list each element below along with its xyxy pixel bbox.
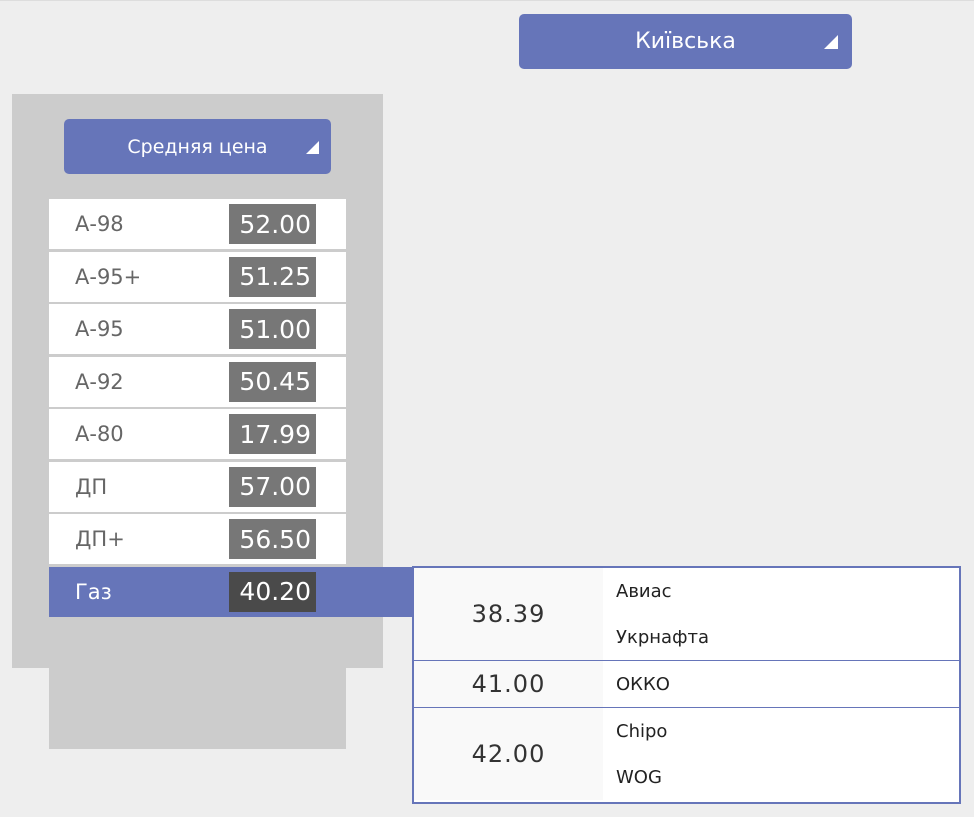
price-mode-select[interactable]: Средняя цена: [64, 119, 331, 174]
fuel-name: А-95: [75, 317, 124, 341]
fuel-row[interactable]: Газ 40.20: [49, 566, 413, 617]
dropdown-triangle-icon: [306, 140, 319, 154]
fuel-name: А-95+: [75, 264, 142, 289]
fuel-name: Газ: [75, 579, 112, 604]
station-price: 42.00: [414, 708, 603, 800]
fuel-name: ДП: [75, 474, 108, 499]
station-name: Авиас: [616, 580, 672, 602]
dropdown-triangle-icon: [824, 34, 838, 49]
fuel-price: 40.20: [229, 571, 316, 612]
fuel-row[interactable]: А-95+ 51.25: [49, 251, 346, 302]
fuel-price: 57.00: [229, 466, 316, 507]
fuel-price: 17.99: [229, 414, 316, 454]
fuel-price: 50.45: [229, 361, 316, 402]
fuel-price: 51.00: [229, 309, 316, 349]
fuel-row[interactable]: А-98 52.00: [49, 199, 346, 249]
price-group: 42.00 Chipo WOG: [414, 708, 959, 800]
fuel-row[interactable]: А-92 50.45: [49, 356, 346, 407]
fuel-row[interactable]: ДП+ 56.50: [49, 514, 346, 564]
region-select[interactable]: Київська: [519, 14, 852, 69]
fuel-name: А-80: [75, 422, 124, 446]
fuel-row[interactable]: А-80 17.99: [49, 409, 346, 459]
station-name: Укрнафта: [616, 626, 709, 648]
fuel-name: ДП+: [75, 527, 125, 551]
station-prices-popup: 38.39 Авиас Укрнафта 41.00 ОККО 42.00 Chipo WOG: [412, 566, 961, 804]
price-group: 41.00 ОККО: [414, 661, 959, 708]
station-price: 38.39: [414, 568, 603, 660]
price-group: 38.39 Авиас Укрнафта: [414, 568, 959, 661]
fuel-name: А-98: [75, 212, 124, 236]
fuel-row[interactable]: А-95 51.00: [49, 304, 346, 354]
station-name: ОККО: [616, 673, 670, 695]
station-name: Chipo: [616, 720, 668, 742]
fuel-name: А-92: [75, 369, 124, 394]
station-price: 41.00: [414, 661, 603, 707]
region-select-value: Київська: [635, 29, 736, 54]
station-name: WOG: [616, 766, 662, 788]
fuel-price: 51.25: [229, 256, 316, 297]
fuel-price: 52.00: [229, 204, 316, 244]
fuel-panel-extension: [49, 668, 346, 749]
price-mode-value: Средняя цена: [127, 135, 268, 158]
fuel-price: 56.50: [229, 519, 316, 559]
fuel-row[interactable]: ДП 57.00: [49, 461, 346, 512]
